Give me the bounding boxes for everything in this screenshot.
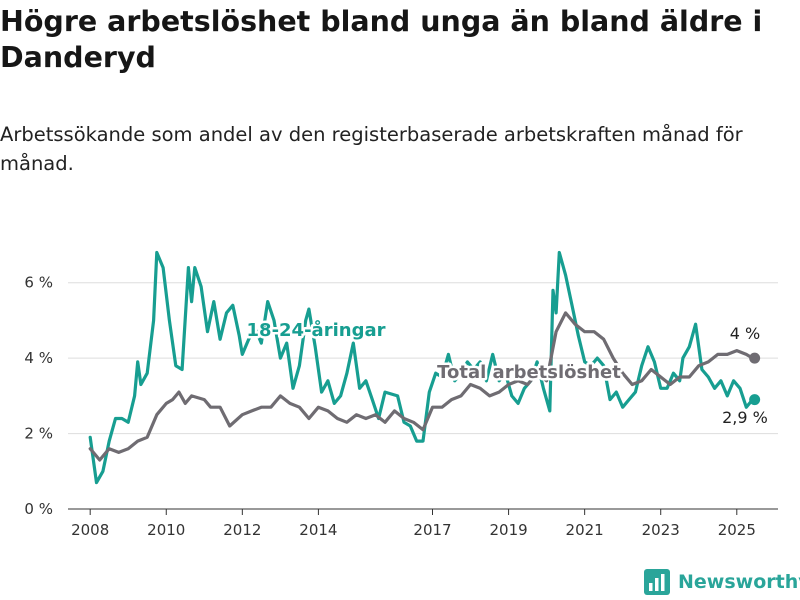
end-value-label: 2,9 % xyxy=(722,408,768,427)
x-tick-label: 2023 xyxy=(642,521,680,539)
series-name-label-halo: Total arbetslöshet xyxy=(437,362,621,383)
x-axis-ticks: 2008 2010 2012 2014 2017 2019 2021 2023 2025 xyxy=(71,509,756,539)
chart-subtitle: Arbetssökande som andel av den registerb… xyxy=(0,123,743,175)
series-lines xyxy=(88,250,761,485)
series-name-label-halo: 18-24-åringar xyxy=(247,319,386,341)
series-end-point xyxy=(749,394,761,406)
y-tick-label: 4 % xyxy=(24,349,53,367)
series-name-label: 18-24-åringar xyxy=(247,319,386,341)
x-tick-label: 2008 xyxy=(71,521,109,539)
x-tick-label: 2017 xyxy=(413,521,451,539)
x-tick-label: 2014 xyxy=(299,521,337,539)
brand-logo: Newsworthy xyxy=(644,566,800,598)
bar-chart-logo-icon xyxy=(644,569,670,595)
series-line xyxy=(88,250,755,485)
y-axis-ticks: 0 % 2 % 4 % 6 % xyxy=(24,274,53,518)
y-tick-label: 6 % xyxy=(24,274,53,292)
brand-name: Newsworthy xyxy=(678,571,800,593)
series-line xyxy=(88,311,755,462)
x-tick-label: 2021 xyxy=(566,521,604,539)
series-name-label: Total arbetslöshet xyxy=(437,362,621,383)
series-end-point xyxy=(749,352,761,364)
x-tick-label: 2010 xyxy=(147,521,185,539)
y-tick-label: 2 % xyxy=(24,425,53,443)
x-tick-label: 2012 xyxy=(223,521,261,539)
end-value-label: 4 % xyxy=(730,324,760,343)
x-tick-label: 2019 xyxy=(489,521,527,539)
chart-title: Högre arbetslöshet bland unga än bland ä… xyxy=(0,5,763,74)
x-tick-label: 2025 xyxy=(718,521,756,539)
y-tick-label: 0 % xyxy=(24,500,53,518)
